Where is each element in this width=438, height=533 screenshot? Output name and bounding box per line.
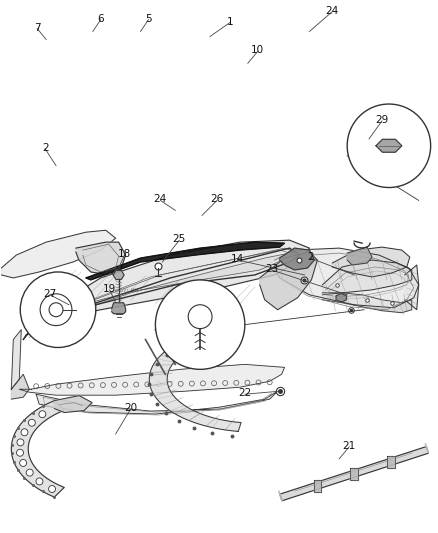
Polygon shape <box>279 248 314 270</box>
Circle shape <box>39 411 46 418</box>
Text: 2: 2 <box>307 252 314 262</box>
Polygon shape <box>54 395 92 413</box>
Circle shape <box>26 469 33 476</box>
Polygon shape <box>387 456 395 468</box>
Text: 20: 20 <box>124 403 137 413</box>
Text: 7: 7 <box>34 22 40 33</box>
Polygon shape <box>31 252 294 336</box>
Circle shape <box>36 478 43 485</box>
Polygon shape <box>332 247 410 277</box>
Polygon shape <box>11 374 29 399</box>
Text: 5: 5 <box>145 13 152 23</box>
Polygon shape <box>36 391 278 414</box>
Text: 19: 19 <box>103 284 117 294</box>
Text: 10: 10 <box>251 45 264 55</box>
Polygon shape <box>112 303 126 314</box>
Polygon shape <box>19 365 285 395</box>
Circle shape <box>20 459 27 466</box>
Text: Wr Wo: Wr Wo <box>121 288 140 293</box>
Polygon shape <box>260 252 318 310</box>
Polygon shape <box>280 447 428 501</box>
Text: 26: 26 <box>210 195 224 205</box>
Polygon shape <box>23 240 309 340</box>
Polygon shape <box>113 270 124 279</box>
Circle shape <box>28 419 35 426</box>
Circle shape <box>155 280 245 369</box>
Text: 29: 29 <box>375 115 389 125</box>
Text: 1: 1 <box>226 17 233 27</box>
Polygon shape <box>172 334 190 356</box>
Polygon shape <box>336 294 346 302</box>
Polygon shape <box>405 265 419 310</box>
Circle shape <box>188 305 212 329</box>
Polygon shape <box>322 293 412 313</box>
Polygon shape <box>76 242 126 275</box>
Text: 24: 24 <box>154 195 167 205</box>
Text: 23: 23 <box>265 264 278 274</box>
Text: 27: 27 <box>43 289 57 299</box>
Polygon shape <box>279 491 282 501</box>
Polygon shape <box>11 401 64 497</box>
Text: 25: 25 <box>173 234 186 244</box>
Text: 24: 24 <box>325 6 339 15</box>
Circle shape <box>17 439 24 446</box>
Polygon shape <box>11 329 21 389</box>
Circle shape <box>21 429 28 436</box>
Circle shape <box>347 104 431 188</box>
Polygon shape <box>29 314 46 335</box>
Polygon shape <box>347 247 372 265</box>
Polygon shape <box>86 242 285 280</box>
Text: 18: 18 <box>118 249 131 259</box>
Polygon shape <box>425 443 428 453</box>
Text: 21: 21 <box>343 441 356 451</box>
Text: 6: 6 <box>97 13 104 23</box>
Polygon shape <box>350 468 358 480</box>
Polygon shape <box>1 230 116 278</box>
Text: 22: 22 <box>238 388 251 398</box>
Polygon shape <box>322 260 412 293</box>
Polygon shape <box>314 480 321 491</box>
Polygon shape <box>376 139 402 152</box>
Circle shape <box>17 449 24 456</box>
Text: 14: 14 <box>231 254 244 264</box>
Polygon shape <box>275 248 419 308</box>
Polygon shape <box>149 342 241 431</box>
Text: 2: 2 <box>42 143 49 153</box>
Circle shape <box>49 486 56 492</box>
Circle shape <box>20 272 96 348</box>
